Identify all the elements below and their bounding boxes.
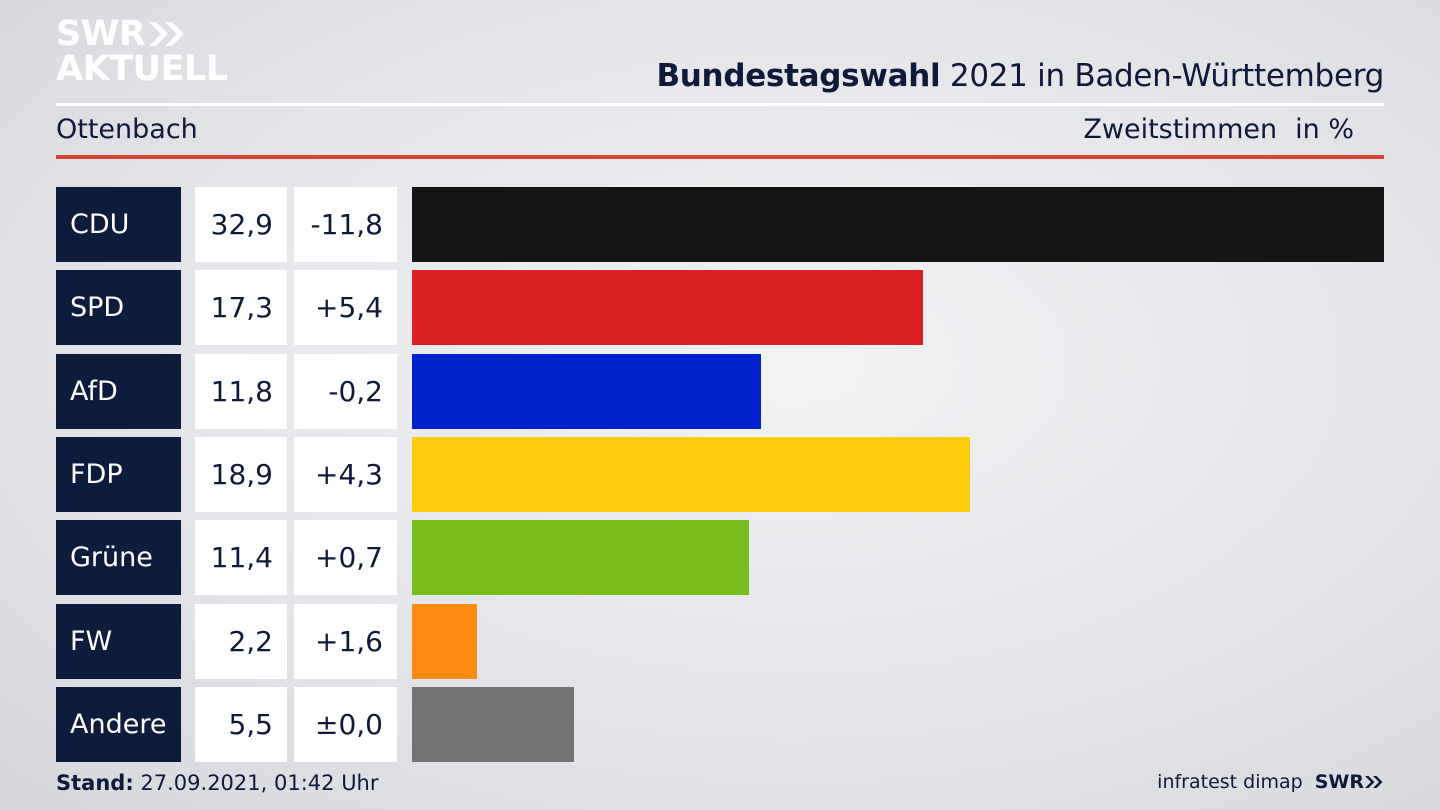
party-label: Grüne: [56, 520, 181, 596]
party-label: FW: [56, 603, 181, 679]
chart-row-grüne: Grüne 11,4 +0,7: [56, 520, 1384, 596]
source-credit: infratest dimap SWR: [1157, 771, 1384, 793]
chart-row-andere: Andere 5,5 ±0,0: [56, 686, 1384, 762]
bar-afd: [412, 353, 761, 429]
party-label: CDU: [56, 187, 181, 262]
bar-fw: [412, 603, 477, 679]
value-label: 17,3: [195, 270, 287, 346]
timestamp-value: 27.09.2021, 01:42 Uhr: [140, 771, 379, 795]
bar-grüne: [412, 520, 749, 596]
chart-title-rest: 2021 in Baden-Württemberg: [949, 58, 1384, 94]
measure-label-group: Zweitstimmen in %: [1083, 114, 1354, 145]
logo-line-1: SWR: [56, 14, 146, 54]
bar-cdu: [412, 187, 1384, 262]
change-label: -11,8: [294, 187, 397, 262]
double-chevron-icon: [149, 22, 185, 46]
value-label: 2,2: [195, 603, 287, 679]
change-label: -0,2: [294, 353, 397, 429]
footer-brand: SWR: [1315, 771, 1384, 793]
swr-aktuell-logo: SWR AKTUELL: [56, 16, 228, 88]
footer-brand-text: SWR: [1314, 771, 1364, 793]
change-label: +0,7: [294, 520, 397, 596]
chart-row-spd: SPD 17,3 +5,4: [56, 270, 1384, 346]
party-label: AfD: [56, 353, 181, 429]
logo-line-2: AKTUELL: [56, 49, 228, 89]
change-label: +1,6: [294, 603, 397, 679]
timestamp: Stand: 27.09.2021, 01:42 Uhr: [56, 771, 379, 795]
place-name: Ottenbach: [56, 114, 198, 145]
footer-double-chevron-icon: [1365, 776, 1383, 788]
bar-spd: [412, 270, 924, 346]
accent-divider: [56, 155, 1384, 159]
value-label: 18,9: [195, 436, 287, 512]
measure-label: Zweitstimmen: [1083, 114, 1278, 145]
bar-fdp: [412, 436, 971, 512]
party-label: Andere: [56, 686, 181, 762]
timestamp-label: Stand:: [56, 771, 134, 795]
chart-row-afd: AfD 11,8 -0,2: [56, 353, 1384, 429]
change-label: +4,3: [294, 436, 397, 512]
bar-andere: [412, 686, 575, 762]
value-label: 11,4: [195, 520, 287, 596]
party-label: SPD: [56, 270, 181, 346]
value-label: 5,5: [195, 686, 287, 762]
chart-title-bold: Bundestagswahl: [656, 58, 941, 94]
unit-label: in %: [1295, 114, 1354, 145]
change-label: +5,4: [294, 270, 397, 346]
change-label: ±0,0: [294, 686, 397, 762]
chart-title: Bundestagswahl 2021 in Baden-Württemberg: [656, 58, 1384, 94]
value-label: 11,8: [195, 353, 287, 429]
party-label: FDP: [56, 436, 181, 512]
chart-row-cdu: CDU 32,9 -11,8: [56, 187, 1384, 262]
value-label: 32,9: [195, 187, 287, 262]
chart-row-fdp: FDP 18,9 +4,3: [56, 436, 1384, 512]
header-divider: [56, 103, 1384, 106]
chart-row-fw: FW 2,2 +1,6: [56, 603, 1384, 679]
source-label: infratest dimap: [1157, 771, 1303, 793]
